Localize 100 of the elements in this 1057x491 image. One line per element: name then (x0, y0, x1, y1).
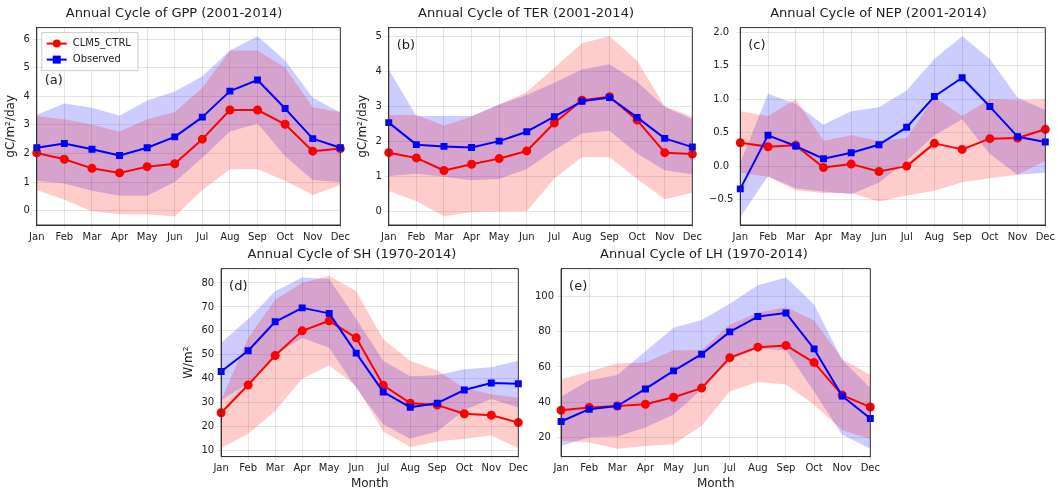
x-tick-label: Jun (870, 230, 887, 242)
chart-title: Annual Cycle of SH (1970-2014) (247, 246, 457, 262)
x-tick-label: Dec (508, 462, 528, 474)
annotation: (d) (229, 278, 248, 294)
x-tick-label: Jan (552, 462, 569, 474)
annotation: (e) (569, 278, 588, 294)
x-tick-label: Jun (517, 230, 535, 242)
chart-title: Annual Cycle of TER (2001-2014) (418, 5, 634, 21)
x-tick-label: Jul (195, 230, 209, 242)
x-tick-label: Oct (628, 230, 646, 242)
annotation: (c) (748, 37, 766, 53)
y-tick-label: 3 (23, 118, 30, 130)
x-tick-label: Sep (776, 462, 796, 474)
x-tick-label: Mar (265, 462, 286, 474)
y-tick-label: 5 (23, 61, 30, 73)
y-tick-label: 1 (23, 175, 30, 187)
y-tick-label: 2 (375, 134, 382, 146)
x-tick-label: Jan (28, 230, 45, 242)
y-axis-title: gC/m²/day (3, 94, 18, 158)
x-tick-label: Feb (759, 230, 777, 242)
x-tick-label: Oct (981, 230, 999, 242)
legend-label: Observed (72, 53, 121, 65)
y-tick-label: 0 (375, 204, 382, 216)
x-tick-label: May (663, 462, 684, 474)
y-tick-label: 40 (538, 395, 551, 407)
x-tick-label: Apr (814, 230, 834, 242)
x-tick-label: Aug (924, 230, 945, 242)
y-tick-label: −0.5 (708, 193, 734, 205)
x-tick-label: Dec (1035, 230, 1055, 242)
x-tick-label: Jun (692, 462, 710, 474)
y-tick-label: 80 (538, 325, 551, 337)
y-axis-title: gC/m²/day (355, 94, 370, 158)
x-tick-label: Aug (400, 462, 421, 474)
x-tick-label: Sep (600, 230, 619, 242)
x-tick-label: May (136, 230, 158, 242)
y-tick-label: 0 (23, 204, 30, 216)
y-tick-label: 80 (201, 276, 215, 288)
x-tick-label: Jul (722, 462, 736, 474)
y-tick-label: 30 (201, 396, 215, 408)
x-axis-title: Month (696, 475, 735, 490)
y-tick-label: 0.5 (713, 126, 730, 138)
x-tick-label: Jul (899, 230, 913, 242)
x-tick-label: Apr (293, 462, 312, 474)
x-tick-label: Apr (462, 230, 482, 242)
x-tick-label: Jan (380, 230, 397, 242)
y-tick-label: 1.5 (713, 59, 730, 71)
x-tick-label: Aug (572, 230, 592, 242)
x-tick-label: Nov (654, 230, 675, 242)
y-axis-title: W/m² (181, 346, 196, 379)
x-tick-label: Nov (1007, 230, 1028, 242)
x-tick-label: Aug (748, 462, 768, 474)
y-tick-label: 70 (201, 300, 215, 312)
x-tick-label: Feb (407, 230, 426, 242)
legend-label: CLM5_CTRL (72, 37, 132, 50)
x-tick-label: Apr (636, 462, 655, 474)
y-tick-label: 40 (201, 372, 215, 384)
x-tick-label: Jul (376, 462, 390, 474)
x-tick-label: Mar (607, 462, 628, 474)
x-tick-label: Sep (248, 230, 267, 242)
y-tick-label: 0.0 (713, 159, 730, 171)
x-tick-label: Feb (239, 462, 257, 474)
y-tick-label: 10 (201, 444, 215, 456)
annotation: (b) (396, 37, 416, 53)
chart-title: Annual Cycle of GPP (2001-2014) (65, 5, 283, 21)
x-tick-label: Jun (347, 462, 365, 474)
x-tick-label: May (318, 462, 340, 474)
x-tick-label: Feb (55, 230, 74, 242)
y-tick-label: 50 (201, 348, 215, 360)
x-tick-label: Jan (212, 462, 229, 474)
x-tick-label: Nov (302, 230, 323, 242)
x-tick-label: Nov (832, 462, 853, 474)
y-tick-label: 100 (535, 290, 555, 302)
x-tick-label: Sep (427, 462, 447, 474)
x-tick-label: Aug (220, 230, 240, 242)
y-tick-label: 20 (201, 420, 215, 432)
x-tick-label: Oct (276, 230, 294, 242)
y-tick-label: 2 (23, 147, 30, 159)
x-axis-title: Month (350, 475, 389, 490)
y-tick-label: 4 (23, 89, 30, 101)
y-tick-label: 5 (375, 29, 382, 41)
x-tick-label: Dec (330, 230, 350, 242)
x-tick-label: Mar (786, 230, 807, 242)
x-tick-label: May (840, 230, 862, 242)
x-tick-label: Mar (434, 230, 455, 242)
x-tick-label: Jun (165, 230, 183, 242)
y-tick-label: 1 (375, 169, 382, 181)
y-tick-label: 4 (375, 64, 382, 76)
x-tick-label: Jan (731, 230, 748, 242)
x-tick-label: Dec (860, 462, 880, 474)
x-tick-label: Mar (82, 230, 103, 242)
y-tick-label: 1.0 (713, 92, 730, 104)
x-tick-label: Oct (805, 462, 823, 474)
y-tick-label: 2.0 (713, 25, 730, 37)
y-tick-label: 60 (538, 360, 551, 372)
x-tick-label: Apr (110, 230, 130, 242)
x-tick-label: May (488, 230, 510, 242)
chart-title: Annual Cycle of NEP (2001-2014) (770, 5, 987, 21)
annotation: (a) (44, 72, 63, 88)
y-tick-label: 60 (201, 324, 215, 336)
y-tick-label: 20 (538, 430, 551, 442)
